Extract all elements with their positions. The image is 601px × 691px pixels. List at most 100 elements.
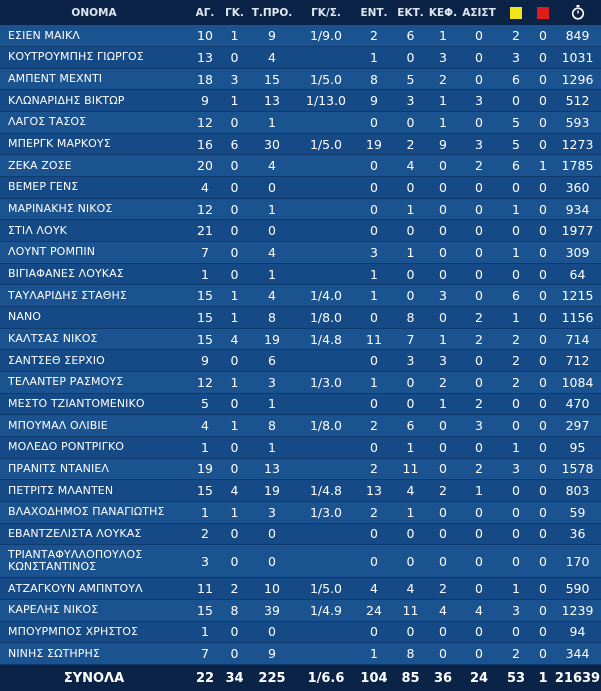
cell-shots: 0 xyxy=(247,219,297,243)
cell-yellow: 0 xyxy=(500,621,532,644)
cell-yellow: 0 xyxy=(500,89,532,113)
cell-ratio xyxy=(297,393,355,416)
table-row: ΛΟΥΝΤ ΡΟΜΠΙΝ 7 0 4 3 1 0 0 1 0 309 xyxy=(0,241,601,264)
cell-goals: 0 xyxy=(222,241,247,264)
cell-name: ΤΡΙΑΝΤΑΦΥΛΛΟΠΟΥΛΟΣ ΚΩΝΣΤΑΝΤΙΝΟΣ xyxy=(0,544,188,579)
cell-assist: 2 xyxy=(458,328,500,351)
cell-shots: 9 xyxy=(247,642,297,665)
cell-out: 0 xyxy=(393,219,428,243)
cell-head: 0 xyxy=(428,501,458,524)
cell-yellow: 6 xyxy=(500,68,532,91)
col-minutes-header xyxy=(554,0,601,25)
cell-ratio xyxy=(297,544,355,579)
table-row: ΚΟΥΤΡΟΥΜΠΗΣ ΓΙΩΡΓΟΣ 13 0 4 1 0 3 0 3 0 1031 xyxy=(0,46,601,69)
cell-shots: 1 xyxy=(247,436,297,459)
cell-goals: 0 xyxy=(222,544,247,579)
table-row: ΒΙΓΙΑΦΑΝΕΣ ΛΟΥΚΑΣ 1 0 1 1 0 0 0 0 0 64 xyxy=(0,263,601,286)
cell-out: 0 xyxy=(393,46,428,69)
cell-in: 24 xyxy=(355,599,393,622)
cell-goals: 0 xyxy=(222,198,247,221)
cell-red: 0 xyxy=(532,642,554,665)
cell-shots: 1 xyxy=(247,263,297,286)
cell-minutes: 1239 xyxy=(554,599,601,622)
cell-minutes: 1031 xyxy=(554,46,601,69)
cell-minutes: 360 xyxy=(554,176,601,199)
cell-apps: 1 xyxy=(188,621,222,644)
cell-in: 19 xyxy=(355,133,393,156)
cell-red: 0 xyxy=(532,306,554,329)
cell-apps: 9 xyxy=(188,349,222,372)
cell-name: ΚΟΥΤΡΟΥΜΠΗΣ ΓΙΩΡΓΟΣ xyxy=(0,46,188,69)
cell-yellow: 1 xyxy=(500,436,532,459)
cell-apps: 10 xyxy=(188,25,222,48)
cell-name: ΖΕΚΑ ΖΟΣΕ xyxy=(0,154,188,178)
cell-goals: 0 xyxy=(222,154,247,178)
col-assist-header: ΑΣΙΣΤ xyxy=(462,6,496,19)
cell-apps: 4 xyxy=(188,414,222,437)
cell-ratio: 1/13.0 xyxy=(297,89,355,113)
cell-goals: 0 xyxy=(222,621,247,644)
cell-yellow: 2 xyxy=(500,25,532,48)
cell-apps: 2 xyxy=(188,523,222,546)
cell-name: ΣΑΝΤΣΕΘ ΣΕΡΧΙΟ xyxy=(0,349,188,372)
cell-name: ΤΑΥΛΑΡΙΔΗΣ ΣΤΑΘΗΣ xyxy=(0,284,188,308)
table-row: ΒΕΜΕΡ ΓΕΝΣ 4 0 0 0 0 0 0 0 0 360 xyxy=(0,176,601,199)
table-row: ΛΑΓΟΣ ΤΑΣΟΣ 12 0 1 0 0 1 0 5 0 593 xyxy=(0,111,601,134)
cell-head: 0 xyxy=(428,154,458,178)
cell-out: 4 xyxy=(393,154,428,178)
cell-yellow: 6 xyxy=(500,154,532,178)
cell-shots: 1 xyxy=(247,111,297,134)
cell-shots: 6 xyxy=(247,349,297,372)
cell-name: ΜΠΟΥΡΜΠΟΣ ΧΡΗΣΤΟΣ xyxy=(0,621,188,644)
cell-goals: 0 xyxy=(222,176,247,199)
cell-minutes: 714 xyxy=(554,328,601,351)
cell-assist: 3 xyxy=(458,133,500,156)
cell-out: 2 xyxy=(393,133,428,156)
cell-name: ΛΑΓΟΣ ΤΑΣΟΣ xyxy=(0,111,188,134)
cell-red: 0 xyxy=(532,219,554,243)
cell-in: 0 xyxy=(355,349,393,372)
totals-assist: 24 xyxy=(469,670,489,686)
cell-ratio: 1/4.8 xyxy=(297,479,355,502)
cell-apps: 12 xyxy=(188,111,222,134)
cell-minutes: 1785 xyxy=(554,154,601,178)
cell-assist: 0 xyxy=(458,284,500,308)
cell-red: 0 xyxy=(532,241,554,264)
cell-shots: 8 xyxy=(247,306,297,329)
table-row: ΕΣΙΕΝ ΜΑΙΚΛ 10 1 9 1/9.0 2 6 1 0 2 0 849 xyxy=(0,25,601,48)
col-out-header: ΕΚΤ. xyxy=(397,6,424,19)
col-shots-header: Τ.ΠΡΟ. xyxy=(251,6,293,19)
cell-out: 0 xyxy=(393,544,428,579)
table-row: ΜΑΡΙΝΑΚΗΣ ΝΙΚΟΣ 12 0 1 0 1 0 0 1 0 934 xyxy=(0,198,601,221)
cell-shots: 13 xyxy=(247,89,297,113)
cell-in: 2 xyxy=(355,25,393,48)
cell-assist: 0 xyxy=(458,577,500,600)
cell-assist: 1 xyxy=(458,479,500,502)
cell-yellow: 0 xyxy=(500,414,532,437)
cell-head: 1 xyxy=(428,25,458,48)
cell-ratio: 1/5.0 xyxy=(297,577,355,600)
cell-red: 0 xyxy=(532,621,554,644)
cell-minutes: 512 xyxy=(554,89,601,113)
cell-head: 9 xyxy=(428,133,458,156)
cell-name: ΜΠΟΥΜΑΛ ΟΛΙΒΙΕ xyxy=(0,414,188,437)
cell-assist: 4 xyxy=(458,599,500,622)
totals-goals: 34 xyxy=(225,670,244,686)
col-head-header: ΚΕΦ. xyxy=(428,6,458,19)
cell-yellow: 0 xyxy=(500,393,532,416)
cell-minutes: 1084 xyxy=(554,371,601,394)
cell-goals: 6 xyxy=(222,133,247,156)
cell-in: 1 xyxy=(355,371,393,394)
cell-goals: 0 xyxy=(222,219,247,243)
cell-ratio: 1/4.0 xyxy=(297,284,355,308)
cell-assist: 0 xyxy=(458,219,500,243)
cell-assist: 2 xyxy=(458,458,500,481)
cell-red: 0 xyxy=(532,458,554,481)
cell-apps: 21 xyxy=(188,219,222,243)
cell-yellow: 0 xyxy=(500,219,532,243)
cell-head: 1 xyxy=(428,328,458,351)
table-row: ΖΕΚΑ ΖΟΣΕ 20 0 4 0 4 0 2 6 1 1785 xyxy=(0,154,601,178)
cell-in: 2 xyxy=(355,414,393,437)
col-ratio-header: ΓΚ/Σ. xyxy=(311,6,341,19)
table-row: ΚΛΩΝΑΡΙΔΗΣ ΒΙΚΤΩΡ 9 1 13 1/13.0 9 3 1 3 0 0 512 xyxy=(0,89,601,113)
